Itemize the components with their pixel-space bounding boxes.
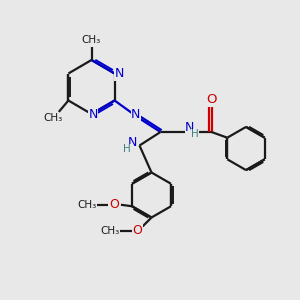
Text: CH₃: CH₃ bbox=[82, 34, 101, 45]
Text: H: H bbox=[123, 144, 131, 154]
Text: CH₃: CH₃ bbox=[100, 226, 120, 236]
Text: O: O bbox=[206, 93, 217, 106]
Text: CH₃: CH₃ bbox=[77, 200, 97, 210]
Text: N: N bbox=[127, 136, 137, 149]
Text: N: N bbox=[185, 121, 195, 134]
Text: N: N bbox=[88, 107, 98, 121]
Text: N: N bbox=[131, 108, 141, 122]
Text: O: O bbox=[109, 198, 119, 211]
Text: H: H bbox=[191, 129, 199, 140]
Text: N: N bbox=[115, 67, 124, 80]
Text: CH₃: CH₃ bbox=[43, 113, 62, 124]
Text: O: O bbox=[133, 224, 142, 238]
